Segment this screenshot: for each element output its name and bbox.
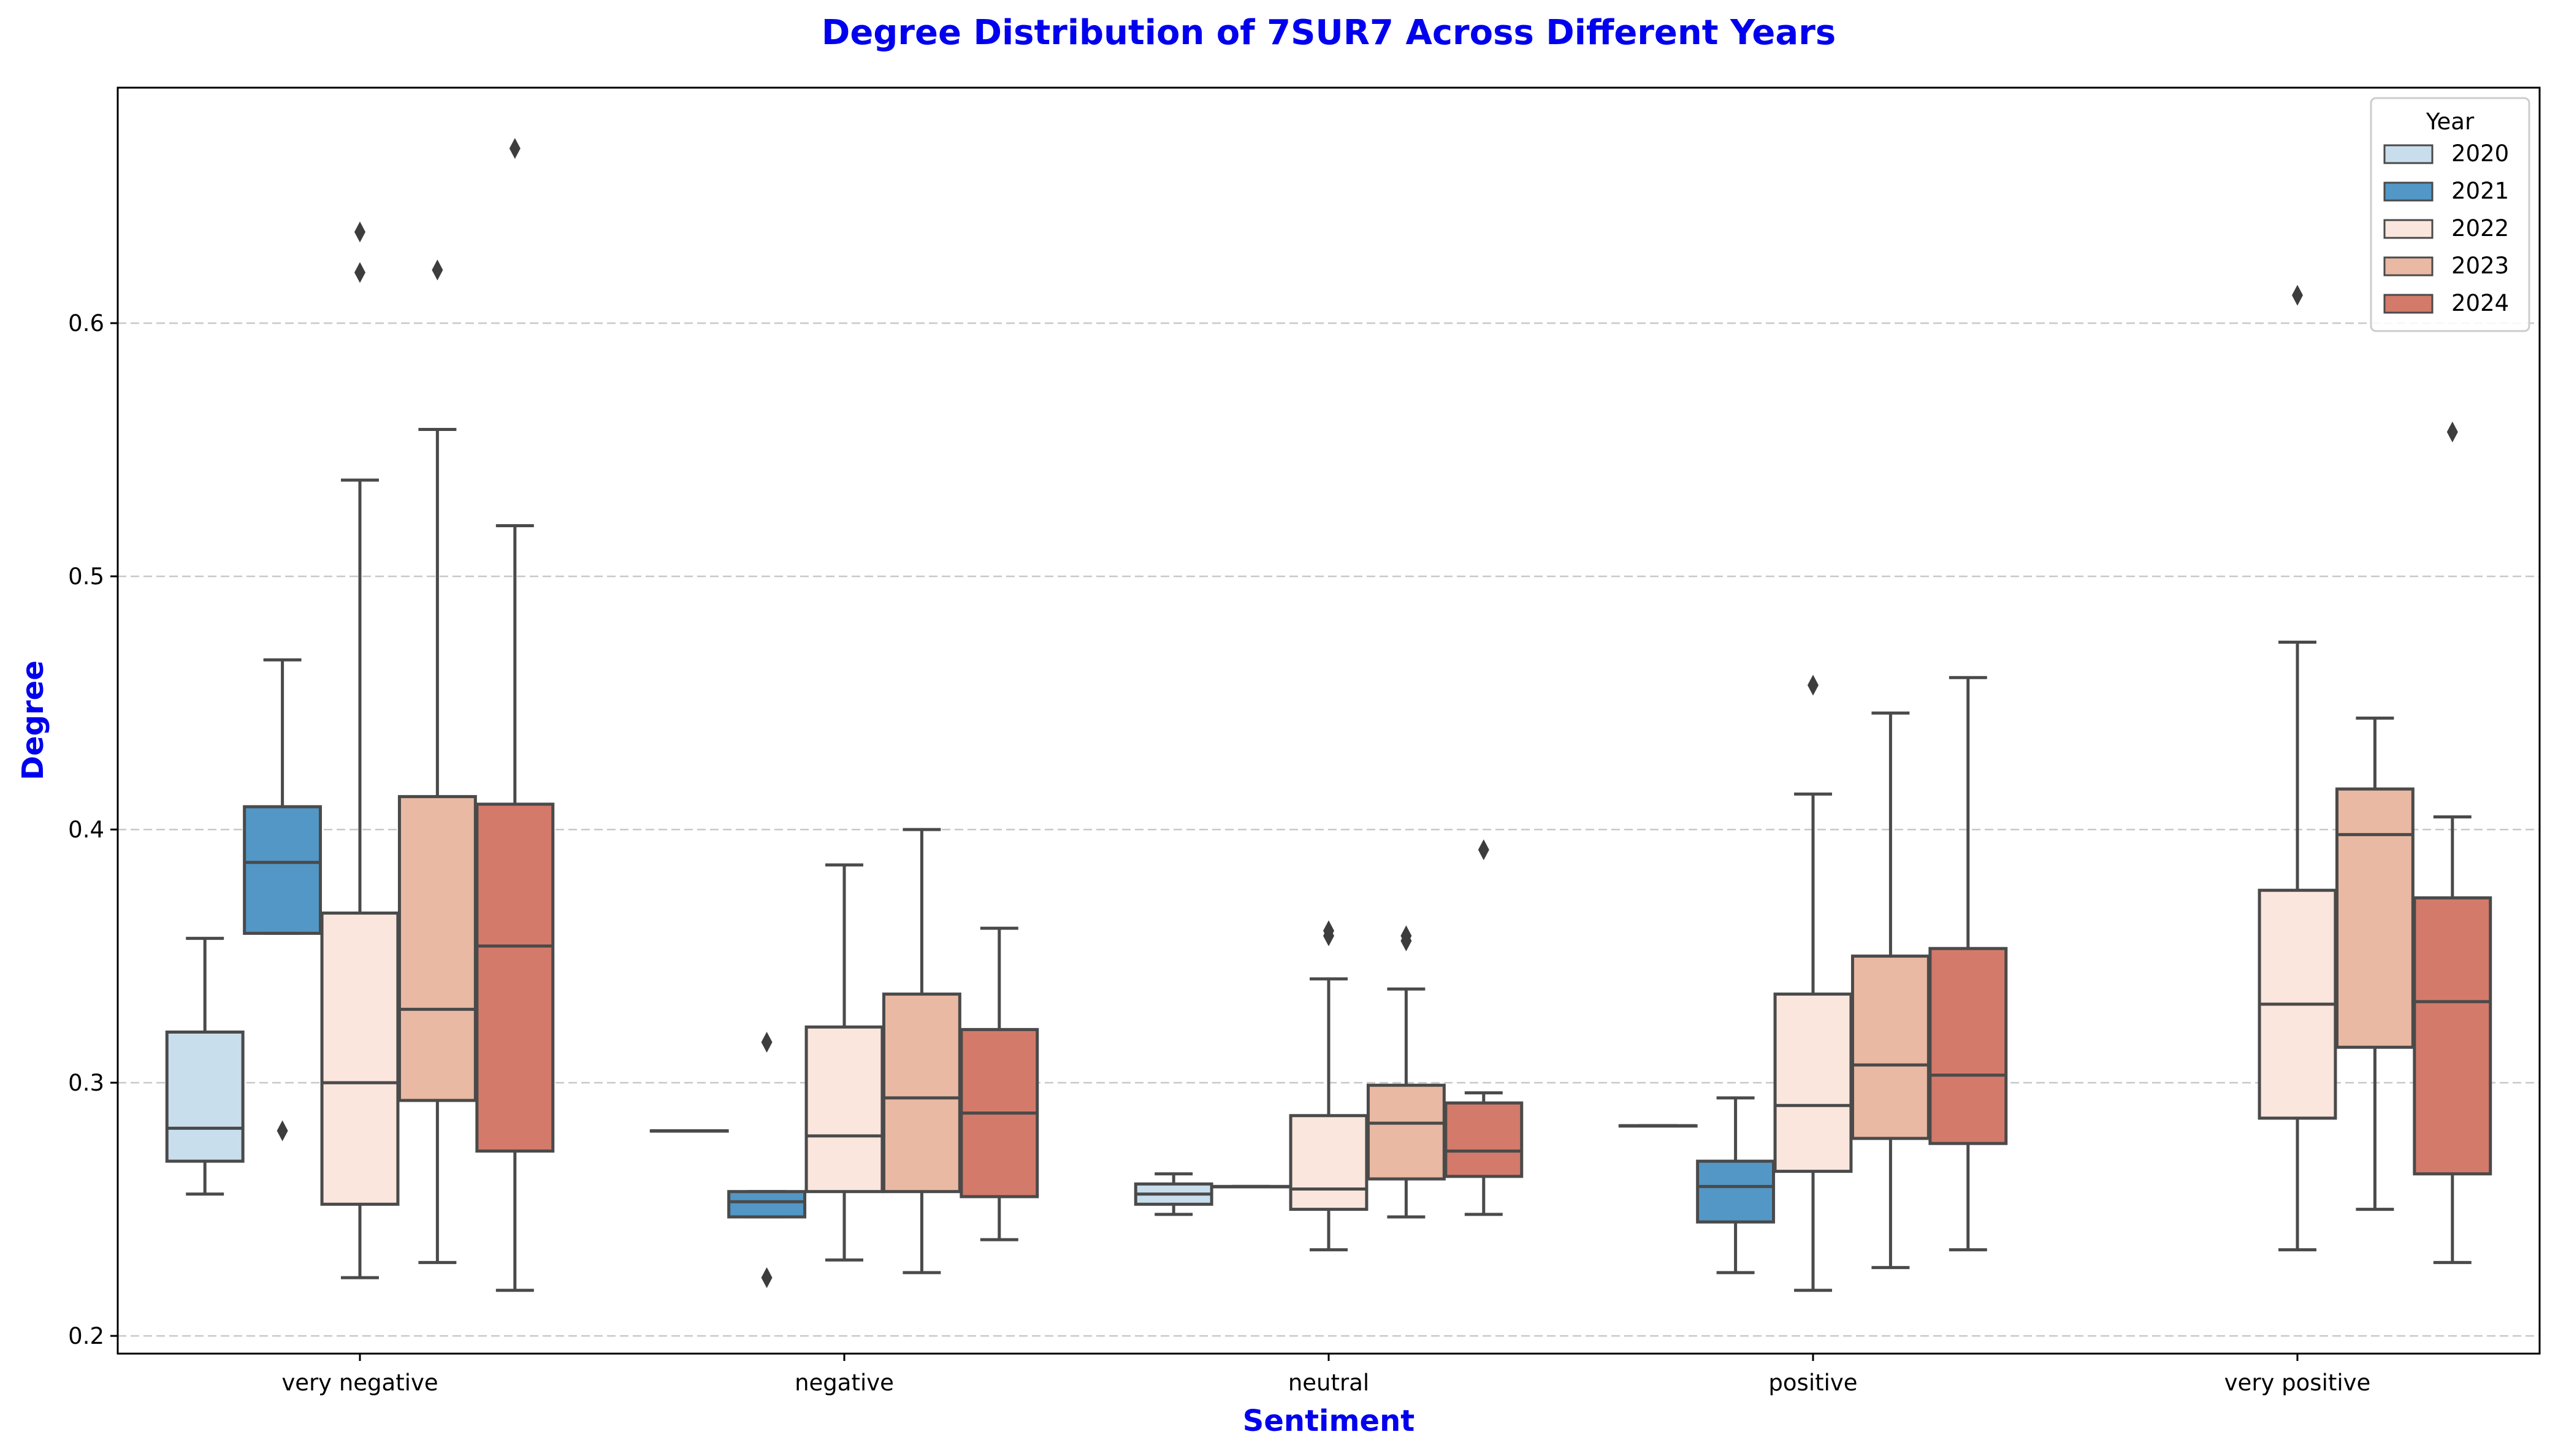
- box-2020-neutral: [1134, 1172, 1213, 1216]
- legend-label-2020: 2020: [2451, 140, 2509, 167]
- box-2023-negative: [882, 828, 961, 1275]
- box-2021-negative: [727, 1032, 807, 1289]
- outlier-point: [1323, 920, 1334, 942]
- y-axis: 0.2 0.3 0.4 0.5 0.6: [68, 310, 118, 1349]
- box-2024-very-positive: [2413, 421, 2492, 1264]
- series-layer: [165, 138, 2492, 1292]
- outlier-point: [1808, 674, 1819, 696]
- iqr-box: [1696, 1159, 1776, 1224]
- outlier-point: [2446, 421, 2458, 443]
- x-tick-label: very negative: [281, 1370, 438, 1396]
- y-tick-label: 0.4: [68, 817, 104, 843]
- y-axis-label: Degree: [16, 660, 50, 780]
- outlier-point: [509, 138, 521, 159]
- box-2024-negative: [960, 926, 1039, 1241]
- box-2023-positive: [1850, 711, 1930, 1270]
- outlier-point: [1400, 925, 1412, 947]
- iqr-box: [165, 1030, 245, 1163]
- iqr-box: [804, 1025, 884, 1194]
- y-tick-label: 0.6: [68, 310, 104, 337]
- legend-label-2023: 2023: [2451, 253, 2509, 279]
- iqr-box: [397, 795, 477, 1102]
- iqr-box: [1850, 955, 1930, 1140]
- legend-swatch-2024: [2383, 294, 2434, 314]
- y-tick-label: 0.5: [68, 563, 104, 590]
- iqr-box: [475, 802, 555, 1153]
- box-2020-very-negative: [165, 937, 245, 1196]
- box-2022-negative: [804, 863, 884, 1262]
- series-2022: [320, 221, 2337, 1292]
- outlier-point: [354, 262, 365, 283]
- outlier-point: [761, 1267, 773, 1289]
- box-2022-very-positive: [2258, 284, 2337, 1252]
- legend-label-2022: 2022: [2451, 215, 2509, 242]
- series-2023: [397, 259, 2415, 1275]
- x-tick-label: negative: [795, 1370, 894, 1396]
- legend-swatch-2023: [2383, 256, 2434, 276]
- legend-label-2024: 2024: [2451, 290, 2509, 316]
- legend-label-2021: 2021: [2451, 178, 2509, 204]
- box-2023-neutral: [1366, 925, 1446, 1219]
- x-axis: very negative negative neutral positive very…: [281, 1354, 2370, 1396]
- chart-title: Degree Distribution of 7SUR7 Across Diff…: [822, 13, 1836, 53]
- outlier-point: [277, 1120, 288, 1142]
- iqr-box: [1289, 1114, 1369, 1211]
- y-tick-label: 0.2: [68, 1323, 104, 1349]
- box-2022-positive: [1773, 674, 1853, 1292]
- series-2020: [165, 937, 1698, 1216]
- iqr-box: [882, 993, 961, 1194]
- x-tick-label: positive: [1768, 1370, 1857, 1396]
- box-2024-positive: [1928, 676, 2008, 1252]
- outlier-point: [761, 1032, 773, 1053]
- iqr-box: [1444, 1101, 1524, 1178]
- x-axis-label: Sentiment: [1243, 1404, 1415, 1438]
- series-2021: [243, 658, 1776, 1289]
- box-2023-very-positive: [2335, 716, 2415, 1211]
- iqr-box: [1366, 1083, 1446, 1181]
- box-2022-neutral: [1289, 920, 1369, 1252]
- outlier-point: [354, 221, 365, 243]
- legend-swatch-2020: [2383, 144, 2434, 164]
- box-2020-negative: [649, 1129, 729, 1133]
- box-2024-neutral: [1444, 839, 1524, 1216]
- iqr-box: [243, 805, 323, 935]
- box-2021-neutral: [1212, 1184, 1291, 1189]
- box-2021-very-negative: [243, 658, 323, 1142]
- box-2021-positive: [1696, 1096, 1776, 1275]
- y-tick-label: 0.3: [68, 1070, 104, 1096]
- iqr-box: [727, 1190, 807, 1219]
- iqr-box: [320, 911, 400, 1206]
- box-2024-very-negative: [475, 138, 555, 1292]
- outlier-point: [432, 259, 443, 281]
- iqr-box: [2413, 896, 2492, 1176]
- outlier-point: [1478, 839, 1489, 861]
- x-tick-label: very positive: [2224, 1370, 2371, 1396]
- iqr-box: [1928, 947, 2008, 1145]
- legend-swatch-2022: [2383, 219, 2434, 239]
- legend-swatch-2021: [2383, 181, 2434, 202]
- box-2022-very-negative: [320, 221, 400, 1279]
- legend-title: Year: [2426, 109, 2475, 135]
- x-tick-label: neutral: [1288, 1370, 1369, 1396]
- iqr-box: [1773, 993, 1853, 1173]
- legend[interactable]: Year 2020 2021 2022 2023 2024: [2370, 97, 2530, 332]
- legend-items: 2020 2021 2022 2023 2024: [2383, 140, 2509, 316]
- iqr-box: [2335, 787, 2415, 1049]
- box-2023-very-negative: [397, 259, 477, 1264]
- series-2024: [475, 138, 2492, 1292]
- outlier-point: [2292, 284, 2303, 306]
